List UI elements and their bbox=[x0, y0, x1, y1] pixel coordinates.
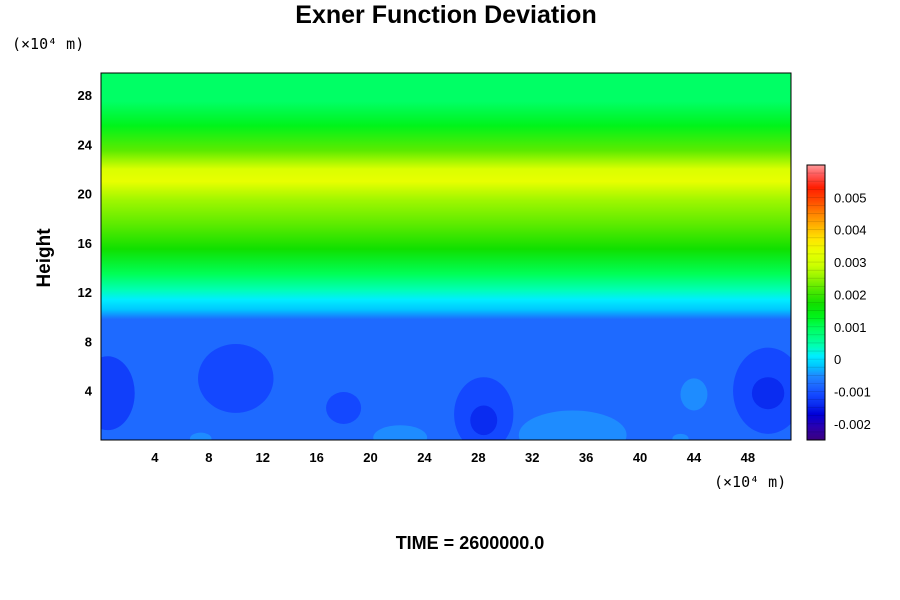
anomaly-patch bbox=[672, 433, 689, 440]
x-tick-label: 16 bbox=[309, 450, 323, 465]
time-label: TIME = 2600000.0 bbox=[396, 533, 545, 553]
colorbar-border bbox=[806, 164, 826, 441]
plot-area bbox=[101, 73, 791, 440]
anomaly-patch bbox=[198, 343, 274, 413]
y-tick-label: 16 bbox=[78, 236, 92, 251]
x-tick-label: 12 bbox=[255, 450, 269, 465]
x-tick-label: 32 bbox=[525, 450, 539, 465]
plot-border bbox=[100, 72, 792, 441]
x-tick-label: 20 bbox=[363, 450, 377, 465]
colorbar-tick-labels: 0.005 0.004 0.003 0.002 0.001 0 -0.001 -0.002 bbox=[834, 190, 871, 431]
colorbar-tick-label: 0.003 bbox=[834, 255, 867, 270]
y-tick-labels: 4 8 12 16 20 24 28 bbox=[78, 88, 93, 399]
colorbar-tick-label: 0.001 bbox=[834, 320, 867, 335]
x-tick-label: 40 bbox=[633, 450, 647, 465]
chart-title: Exner Function Deviation bbox=[295, 1, 596, 29]
y-unit-label: (×10⁴ m) bbox=[12, 35, 84, 53]
y-axis-label: Height bbox=[34, 228, 55, 288]
colorbar-tick-label: 0.005 bbox=[834, 190, 867, 205]
colorbar-tick-label: 0.004 bbox=[834, 223, 867, 238]
y-tick-label: 28 bbox=[78, 88, 92, 103]
anomaly-patch bbox=[518, 410, 627, 440]
anomaly-patch bbox=[326, 391, 362, 424]
colorbar-tick-label: 0.002 bbox=[834, 287, 867, 302]
y-tick-label: 12 bbox=[78, 285, 92, 300]
y-tick-label: 4 bbox=[85, 384, 93, 399]
x-tick-labels: 4 8 12 16 20 24 28 32 36 40 44 48 bbox=[151, 450, 755, 465]
y-tick-label: 20 bbox=[78, 187, 92, 202]
anomaly-patch bbox=[189, 432, 212, 440]
anomaly-patch bbox=[101, 356, 135, 431]
x-tick-label: 44 bbox=[687, 450, 702, 465]
anomaly-patch bbox=[373, 425, 428, 440]
colorbar-tick-label: -0.002 bbox=[834, 417, 871, 432]
x-tick-label: 28 bbox=[471, 450, 485, 465]
anomaly-patch bbox=[470, 405, 498, 436]
x-tick-label: 48 bbox=[741, 450, 755, 465]
y-tick-label: 24 bbox=[78, 137, 93, 152]
colorbar: 0.005 0.004 0.003 0.002 0.001 0 -0.001 -0.002 bbox=[806, 164, 871, 441]
y-tick-label: 8 bbox=[85, 334, 92, 349]
anomaly-patch bbox=[751, 377, 785, 410]
anomaly-patch bbox=[680, 378, 708, 411]
x-tick-label: 36 bbox=[579, 450, 593, 465]
colorbar-tick-label: 0 bbox=[834, 352, 841, 367]
x-tick-label: 8 bbox=[205, 450, 212, 465]
x-unit-label: (×10⁴ m) bbox=[714, 473, 786, 491]
x-tick-label: 24 bbox=[417, 450, 432, 465]
x-tick-label: 4 bbox=[151, 450, 159, 465]
colorbar-tick-label: -0.001 bbox=[834, 384, 871, 399]
anomaly-layer bbox=[101, 343, 791, 440]
colorbar-fill bbox=[807, 165, 825, 440]
